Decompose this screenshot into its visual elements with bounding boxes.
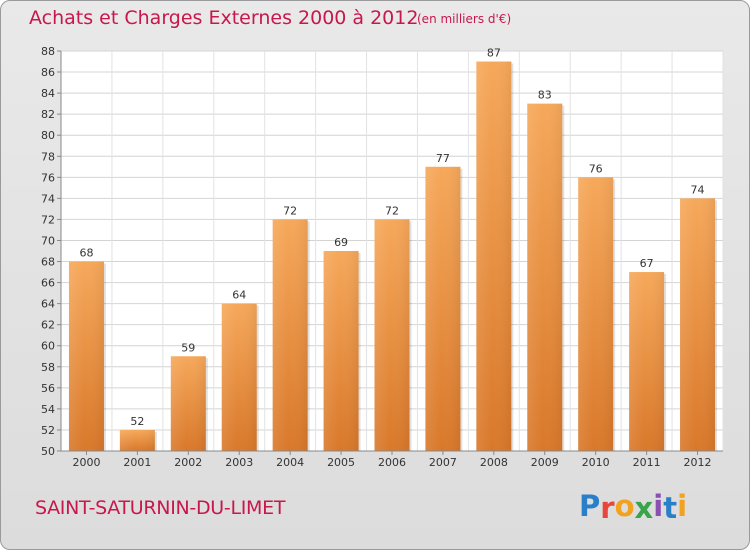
chart-subtitle: (en milliers d'€): [417, 12, 512, 26]
logo-letter: i: [677, 489, 688, 523]
x-tick-label: 2006: [378, 456, 406, 469]
y-tick-label: 64: [41, 298, 55, 311]
y-tick-label: 62: [41, 319, 55, 332]
x-tick-label: 2002: [174, 456, 202, 469]
y-tick-label: 58: [41, 361, 55, 374]
y-tick-label: 74: [41, 192, 55, 205]
x-tick-label: 2012: [684, 456, 712, 469]
x-tick-label: 2000: [72, 456, 100, 469]
data-label: 59: [181, 341, 195, 354]
y-tick-label: 86: [41, 66, 55, 79]
bar-shine: [425, 166, 461, 451]
logo-letter: o: [614, 489, 635, 523]
x-tick-label: 2004: [276, 456, 304, 469]
data-label: 72: [283, 204, 297, 217]
bar-shine: [578, 177, 614, 451]
bar-shine: [323, 251, 359, 451]
y-tick-label: 68: [41, 256, 55, 269]
logo-letter: r: [600, 491, 615, 525]
bar-shine: [68, 261, 104, 451]
y-tick-label: 80: [41, 129, 55, 142]
bar-shine: [272, 219, 308, 451]
data-label: 52: [130, 415, 144, 428]
x-tick-label: 2009: [531, 456, 559, 469]
data-label: 77: [436, 152, 450, 165]
y-tick-label: 76: [41, 171, 55, 184]
y-tick-label: 70: [41, 234, 55, 247]
data-label: 76: [589, 162, 603, 175]
data-label: 87: [487, 47, 501, 60]
data-label: 64: [232, 289, 246, 302]
y-tick-label: 82: [41, 108, 55, 121]
data-label: 83: [538, 89, 552, 102]
logo-letter: P: [579, 489, 601, 523]
data-label: 68: [79, 247, 93, 260]
y-tick-label: 56: [41, 382, 55, 395]
y-tick-label: 66: [41, 277, 55, 290]
data-label: 74: [691, 183, 705, 196]
data-label: 72: [385, 204, 399, 217]
x-tick-label: 2003: [225, 456, 253, 469]
y-tick-label: 52: [41, 424, 55, 437]
logo-letter: i: [653, 489, 664, 523]
bar-shine: [221, 303, 257, 451]
bar-shine: [680, 198, 716, 451]
chart-title: Achats et Charges Externes 2000 à 2012: [29, 7, 419, 29]
x-tick-label: 2008: [480, 456, 508, 469]
bar-shine: [119, 429, 155, 451]
logo-letter: x: [634, 491, 654, 525]
y-tick-label: 84: [41, 87, 55, 100]
bar-shine: [629, 272, 665, 451]
y-tick-label: 78: [41, 150, 55, 163]
bar-shine: [476, 61, 512, 452]
data-label: 67: [640, 257, 654, 270]
axes: 50 52 54 56 58 60 62 64 66 68 70 72 74 76 78 80 82 84 86 88…: [41, 45, 723, 469]
y-tick-label: 50: [41, 445, 55, 458]
bar-shine: [527, 103, 563, 451]
x-tick-label: 2005: [327, 456, 355, 469]
x-tick-label: 2010: [582, 456, 610, 469]
data-label: 69: [334, 236, 348, 249]
logo-letter: t: [663, 491, 678, 525]
y-tick-label: 54: [41, 403, 55, 416]
commune-name: SAINT-SATURNIN-DU-LIMET: [35, 497, 286, 519]
bars: 68 52 59 64 72 69 72 77 87 83 76 67 74: [68, 47, 718, 452]
y-tick-label: 88: [41, 45, 55, 58]
y-tick-label: 72: [41, 213, 55, 226]
y-tick-label: 60: [41, 340, 55, 353]
x-tick-label: 2011: [633, 456, 661, 469]
proxiti-logo[interactable]: Proxiti: [579, 489, 688, 525]
x-tick-label: 2007: [429, 456, 457, 469]
x-tick-label: 2001: [123, 456, 151, 469]
bar-shine: [170, 356, 206, 451]
bar-shine: [374, 219, 410, 451]
